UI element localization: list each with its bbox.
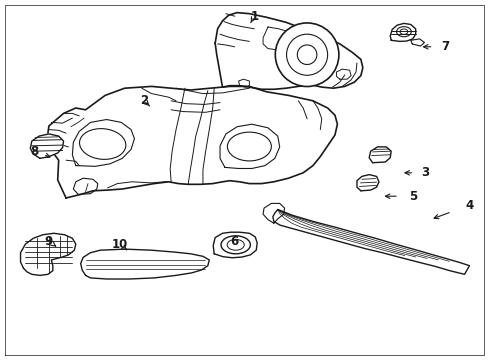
Polygon shape — [46, 86, 337, 198]
Polygon shape — [263, 203, 284, 223]
Text: 3: 3 — [421, 166, 428, 179]
Polygon shape — [272, 210, 468, 274]
Polygon shape — [389, 23, 415, 41]
Polygon shape — [20, 233, 76, 275]
Text: 2: 2 — [140, 94, 148, 107]
Circle shape — [275, 23, 338, 86]
Polygon shape — [213, 232, 257, 258]
Text: 9: 9 — [45, 235, 53, 248]
Text: 7: 7 — [440, 40, 448, 53]
Polygon shape — [368, 147, 390, 163]
Text: 10: 10 — [111, 238, 128, 251]
Polygon shape — [356, 175, 378, 191]
Text: 4: 4 — [465, 199, 472, 212]
Polygon shape — [410, 39, 424, 46]
Text: 5: 5 — [408, 190, 416, 203]
Text: 1: 1 — [250, 10, 258, 23]
Polygon shape — [81, 249, 209, 279]
Text: 8: 8 — [30, 145, 38, 158]
Polygon shape — [30, 134, 63, 158]
Ellipse shape — [221, 236, 250, 254]
Polygon shape — [215, 13, 362, 89]
Text: 6: 6 — [230, 235, 238, 248]
